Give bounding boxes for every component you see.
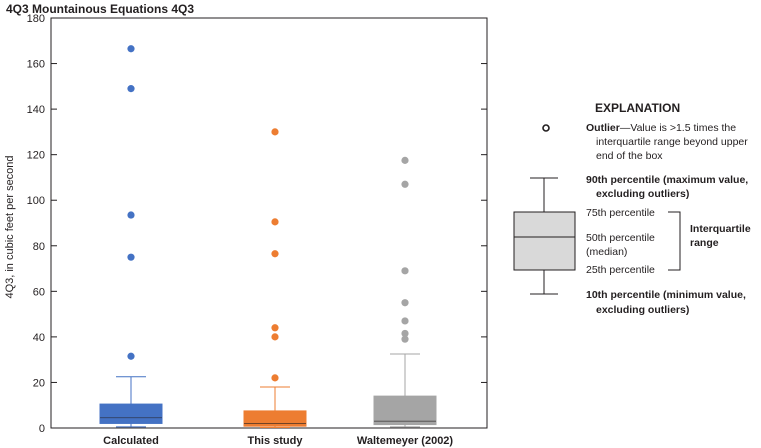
legend-p90-line2: excluding outliers) <box>596 188 689 200</box>
outlier-point <box>271 324 279 332</box>
y-tick-label: 180 <box>27 13 45 25</box>
y-tick-label: 80 <box>33 241 45 253</box>
legend-p75: 75th percentile <box>586 207 655 219</box>
x-category-label: Waltemeyer (2002) <box>357 435 454 447</box>
y-tick-label: 160 <box>27 59 45 71</box>
iqr-box <box>243 410 307 427</box>
legend-iqr-bracket <box>668 211 681 271</box>
box-group-1 <box>243 128 307 429</box>
outlier-point <box>401 329 409 338</box>
legend-p25: 25th percentile <box>586 264 655 276</box>
outlier-point <box>271 250 279 258</box>
legend-outlier-line1: —Value is >1.5 times the <box>620 122 736 134</box>
legend: EXPLANATION Outlier—Value is >1.5 times … <box>513 101 751 316</box>
y-tick-label: 120 <box>27 150 45 162</box>
outlier-point <box>401 335 409 343</box>
outlier-point <box>127 45 135 53</box>
legend-p10-line2: excluding outliers) <box>596 304 689 316</box>
legend-outlier-line2: interquartile range beyond upper <box>596 136 748 148</box>
chart-title: 4Q3 Mountainous Equations 4Q3 <box>6 2 194 16</box>
y-tick-label: 20 <box>33 377 45 389</box>
iqr-box <box>373 395 437 426</box>
outlier-point <box>127 85 135 93</box>
outlier-point <box>271 333 279 341</box>
box-plots <box>99 45 437 429</box>
legend-p90-line1: 90th percentile (maximum value, <box>586 174 748 186</box>
outlier-point <box>271 128 279 136</box>
y-tick-label: 140 <box>27 104 45 116</box>
outlier-point <box>127 253 135 261</box>
x-category-label: Calculated <box>103 435 159 447</box>
x-category-label: This study <box>247 435 303 447</box>
x-axis: Calculated This study Waltemeyer (2002) <box>103 435 453 447</box>
outlier-point <box>127 352 135 360</box>
outlier-point <box>401 299 409 307</box>
outlier-point <box>401 180 409 188</box>
y-tick-label: 0 <box>39 423 45 435</box>
legend-iqr-line1: Interquartile <box>690 223 751 235</box>
outlier-point <box>401 267 409 275</box>
outlier-point <box>401 317 409 325</box>
outlier-point <box>271 374 279 382</box>
plot-frame <box>50 17 488 429</box>
legend-box <box>513 211 576 271</box>
legend-p50-line2: (median) <box>586 246 627 258</box>
legend-p50-line1: 50th percentile <box>586 232 655 244</box>
box-group-2 <box>373 156 437 428</box>
y-tick-label: 100 <box>27 195 45 207</box>
y-tick-label: 40 <box>33 332 45 344</box>
box-group-0 <box>99 45 163 428</box>
outlier-point <box>401 156 409 164</box>
legend-outlier-text: Outlier—Value is >1.5 times the <box>586 122 736 134</box>
legend-outlier-bold: Outlier <box>586 122 620 134</box>
legend-outlier-line3: end of the box <box>596 150 663 162</box>
y-tick-label: 60 <box>33 286 45 298</box>
outlier-point <box>271 218 279 226</box>
outlier-point <box>127 211 135 219</box>
legend-title: EXPLANATION <box>595 101 680 115</box>
legend-outlier-symbol <box>542 124 550 132</box>
y-axis-title: 4Q3, in cubic feet per second <box>4 155 16 298</box>
iqr-box <box>99 403 163 424</box>
y-axis: 0 20 40 60 80 100 120 140 160 180 <box>27 13 487 435</box>
legend-p10-line1: 10th percentile (minimum value, <box>586 289 746 301</box>
legend-iqr-line2: range <box>690 237 719 249</box>
